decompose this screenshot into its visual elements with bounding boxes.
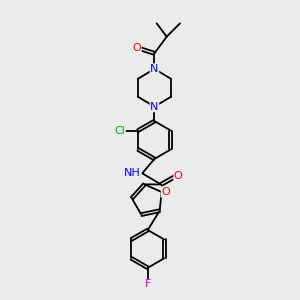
Text: O: O — [161, 187, 170, 197]
Text: O: O — [132, 43, 141, 53]
Text: NH: NH — [124, 168, 141, 178]
Text: Cl: Cl — [114, 126, 125, 136]
Text: N: N — [150, 64, 159, 74]
Text: F: F — [145, 279, 151, 290]
Text: O: O — [174, 171, 183, 181]
Text: N: N — [150, 102, 159, 112]
